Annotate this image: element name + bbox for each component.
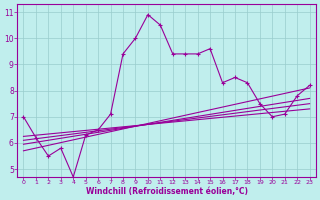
X-axis label: Windchill (Refroidissement éolien,°C): Windchill (Refroidissement éolien,°C) [85,187,248,196]
